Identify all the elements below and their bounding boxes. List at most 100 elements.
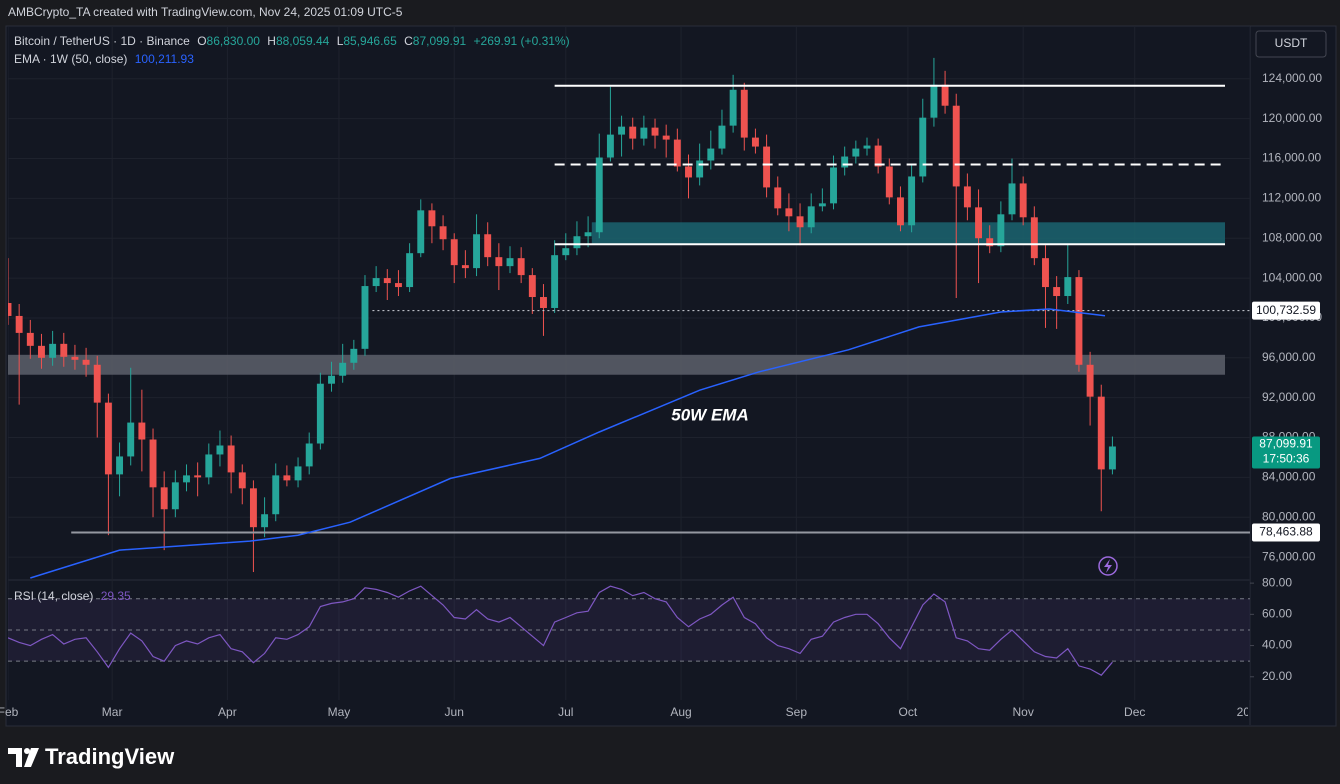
candle-body <box>763 146 771 188</box>
candle-body <box>1053 287 1061 297</box>
candle-body <box>339 362 347 376</box>
candle-body <box>272 475 280 515</box>
candle-body <box>71 356 79 360</box>
candle-body <box>640 127 648 139</box>
level-tag <box>1252 523 1320 542</box>
candle-body <box>361 286 369 349</box>
candle-body <box>528 275 536 298</box>
y-tick-label: 80,000.00 <box>1262 509 1316 523</box>
candle-body <box>997 214 1005 247</box>
x-tick-label: Aug <box>670 705 691 719</box>
candle-body <box>841 156 849 168</box>
candle-body <box>1019 183 1027 218</box>
currency-button[interactable] <box>1255 30 1327 58</box>
y-tick-label: 124,000.00 <box>1262 71 1322 85</box>
candle-body <box>104 402 112 475</box>
candle-body <box>774 187 782 209</box>
candle-body <box>595 157 603 233</box>
y-tick-label: 96,000.00 <box>1262 350 1316 364</box>
candle-body <box>874 145 882 167</box>
credit: AMBCrypto_TA created with TradingView.co… <box>8 5 403 19</box>
x-tick-label: 2026 <box>1237 705 1264 719</box>
candle-body <box>171 482 179 510</box>
candle-body <box>1108 446 1116 470</box>
candle-body <box>294 466 302 481</box>
ema-name: EMA · 1W (50, close) <box>14 52 128 66</box>
rsi-row: RSI (14, close) 29.35 <box>14 589 135 603</box>
y-tick-label: 20.00 <box>1262 669 1292 683</box>
candle-body <box>1030 217 1038 259</box>
candle-body <box>673 139 681 167</box>
x-tick-label: Sep <box>786 705 808 719</box>
candle-body <box>8 303 12 316</box>
ohlc-label: C <box>404 34 413 48</box>
candle-body <box>473 234 480 269</box>
candle-body <box>138 422 146 440</box>
candle-body <box>930 84 938 118</box>
candle-body <box>986 238 994 247</box>
candle-body <box>651 127 659 136</box>
candle-body <box>562 248 570 256</box>
candle-body <box>26 332 34 346</box>
symbol: Bitcoin / TetherUS · 1D · Binance <box>14 34 190 48</box>
candle-body <box>941 84 949 106</box>
candle-body <box>428 210 436 227</box>
ema-value: 100,211.93 <box>134 52 194 66</box>
price-tag-label: 87,099.91 <box>1259 437 1313 451</box>
candle-body <box>1064 277 1072 297</box>
candle-body <box>573 236 581 249</box>
ohlc-label: O <box>197 34 207 48</box>
candle-body <box>1097 396 1105 470</box>
zone <box>8 354 1225 375</box>
candle-body <box>852 148 860 157</box>
level-tag-label: 100,732.59 <box>1256 303 1316 317</box>
candle-body <box>372 278 380 287</box>
x-tick-label: Oct <box>899 705 918 719</box>
rsi-name: RSI (14, close) <box>14 589 94 603</box>
candle-body <box>517 258 525 276</box>
price-tag <box>1252 436 1320 469</box>
y-tick-label: 92,000.00 <box>1262 390 1316 404</box>
candle-body <box>796 216 804 228</box>
bolt-icon[interactable] <box>1098 556 1118 576</box>
price-tag-countdown: 17:50:36 <box>1263 452 1310 466</box>
y-tick-label: 112,000.00 <box>1262 191 1321 205</box>
candle-body <box>93 364 101 403</box>
annotation: 50W EMA <box>671 405 748 424</box>
candle-body <box>127 422 135 457</box>
rsi-line <box>8 585 1113 676</box>
ohlc-label: H <box>267 34 276 48</box>
candle-body <box>506 258 514 267</box>
candle-body <box>1008 183 1016 215</box>
candle-body <box>461 265 469 269</box>
price-pane <box>8 26 1250 580</box>
candle-body <box>406 253 414 288</box>
candle-body <box>540 297 547 308</box>
candle-body <box>785 208 793 217</box>
candle-body <box>15 315 23 333</box>
candle-body <box>751 137 759 147</box>
candle-body <box>975 207 983 239</box>
y-tick-label: 76,000.00 <box>1262 549 1316 563</box>
candle-body <box>183 475 190 483</box>
candle-body <box>450 239 458 266</box>
y-tick-label: 84,000.00 <box>1262 470 1316 484</box>
brand: TradingView <box>45 744 175 769</box>
x-tick-label: Feb <box>0 705 19 719</box>
candle-body <box>38 345 45 358</box>
level-tag-label: 78,463.88 <box>1259 525 1313 539</box>
candle-body <box>417 210 425 254</box>
candle-body <box>227 445 235 473</box>
y-tick-label: 80.00 <box>1262 575 1292 589</box>
candle-body <box>283 475 291 481</box>
y-tick-label: 120,000.00 <box>1262 111 1322 125</box>
currency: USDT <box>1275 36 1308 50</box>
candle-body <box>740 89 748 138</box>
candle-body <box>316 383 324 444</box>
candle-body <box>116 456 124 475</box>
x-tick-label: Apr <box>218 705 237 719</box>
candle-body <box>696 160 704 178</box>
candle-body <box>160 487 168 510</box>
rsi-pane <box>8 580 1250 700</box>
